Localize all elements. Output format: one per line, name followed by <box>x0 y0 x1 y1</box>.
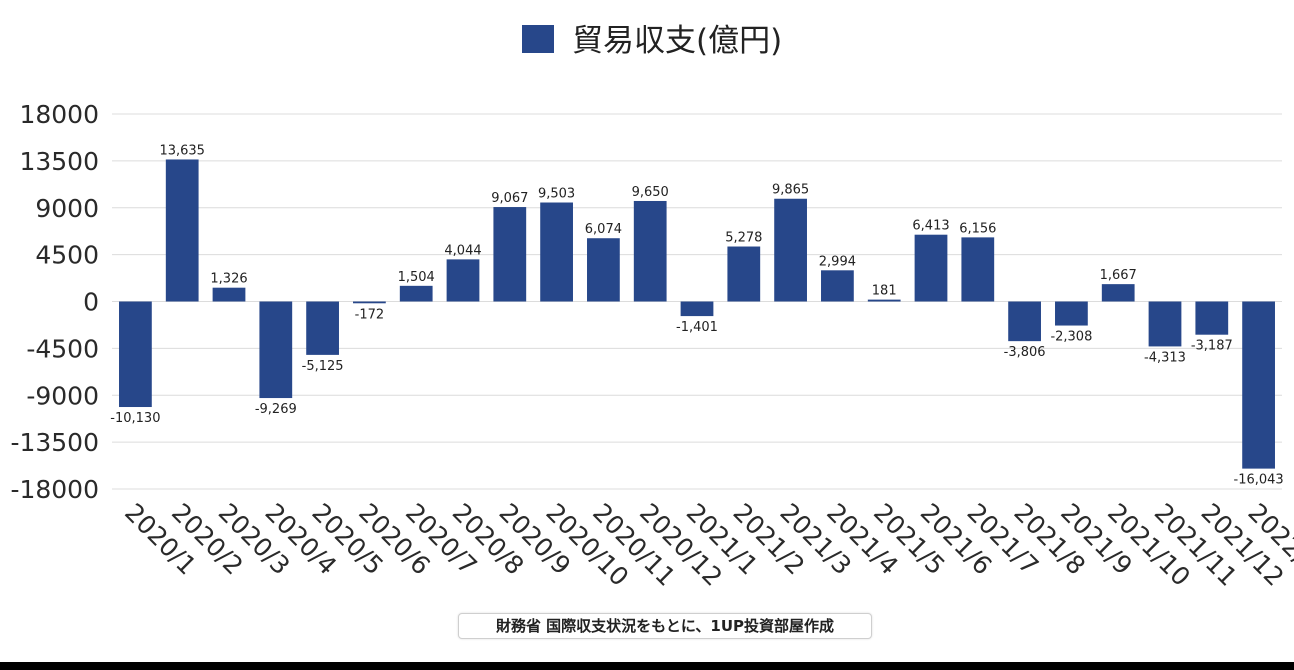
x-axis: 2020/12020/22020/32020/42020/52020/62020… <box>119 498 1294 592</box>
bar-2020-11 <box>587 238 620 302</box>
data-label: -16,043 <box>1234 473 1284 488</box>
y-tick-label: -4500 <box>26 334 99 363</box>
legend-swatch <box>522 25 554 53</box>
bar-2021-9 <box>1055 301 1088 326</box>
data-label: 4,044 <box>444 243 481 258</box>
bar-2020-8 <box>446 259 480 302</box>
data-label: -1,401 <box>676 320 718 335</box>
data-labels: -10,130 13,635 1,326 -9,269 -5,125 -172 1,504 4… <box>110 143 1283 487</box>
data-label: -4,313 <box>1144 350 1186 365</box>
data-label: 9,067 <box>491 191 528 206</box>
data-label: -3,806 <box>1004 345 1046 360</box>
y-axis: 18000 13500 9000 4500 0 -4500 -9000 -13500 -1800… <box>10 100 99 504</box>
y-tick-label: -18000 <box>10 475 99 504</box>
data-label: 1,504 <box>398 270 435 285</box>
bar-2020-3 <box>212 287 246 302</box>
data-label: -2,308 <box>1050 330 1092 345</box>
data-label: 5,278 <box>725 231 762 246</box>
data-label: -5,125 <box>302 359 344 374</box>
bar-2020-7 <box>399 285 433 302</box>
data-label: 1,667 <box>1100 268 1137 283</box>
data-label: 6,074 <box>585 222 622 237</box>
legend: 貿易収支(億円) <box>522 23 782 59</box>
bar-2020-4 <box>259 301 293 399</box>
data-label: -9,269 <box>255 402 297 417</box>
data-label: 9,865 <box>772 183 809 198</box>
data-label: 13,635 <box>159 143 205 158</box>
bar-2020-9 <box>493 207 527 302</box>
bar-2022-1 <box>1242 301 1275 469</box>
bar-2021-7 <box>961 237 995 302</box>
data-label: 1,326 <box>210 272 247 287</box>
data-label: 9,503 <box>538 187 575 202</box>
bar-2021-4 <box>821 270 854 302</box>
bar-2021-3 <box>774 198 807 302</box>
bar-2020-2 <box>165 159 199 302</box>
y-tick-label: 13500 <box>19 147 99 176</box>
bar-2021-5 <box>867 299 901 302</box>
bar-2020-6 <box>353 301 386 304</box>
y-tick-label: -13500 <box>10 428 99 457</box>
bar-2021-12 <box>1195 301 1229 335</box>
bar-2021-11 <box>1148 301 1182 347</box>
bar-2021-6 <box>914 234 948 302</box>
bar-series <box>119 159 1275 469</box>
data-label: -3,187 <box>1191 339 1233 354</box>
bar-2021-8 <box>1008 301 1041 342</box>
y-tick-label: 4500 <box>35 241 99 270</box>
bar-2020-1 <box>119 301 152 408</box>
legend-label: 貿易収支(億円) <box>572 23 782 59</box>
y-tick-label: 0 <box>83 288 99 317</box>
data-label: 9,650 <box>632 185 669 200</box>
bar-2021-1 <box>680 301 714 317</box>
bar-2020-5 <box>306 301 339 355</box>
bar-2020-10 <box>540 202 573 302</box>
data-label: -172 <box>355 307 385 322</box>
y-tick-label: 9000 <box>35 194 99 223</box>
data-label: -10,130 <box>110 411 160 426</box>
bar-2020-12 <box>633 200 667 302</box>
bar-2021-10 <box>1101 284 1135 302</box>
source-note: 財務省 国際収支状況をもとに、1UP投資部屋作成 <box>458 613 872 639</box>
data-label: 181 <box>872 284 897 299</box>
y-tick-label: 18000 <box>19 100 99 129</box>
y-tick-label: -9000 <box>26 381 99 410</box>
data-label: 2,994 <box>819 254 856 269</box>
bar-2021-2 <box>727 246 761 302</box>
data-label: 6,413 <box>912 219 949 234</box>
data-label: 6,156 <box>959 221 996 236</box>
